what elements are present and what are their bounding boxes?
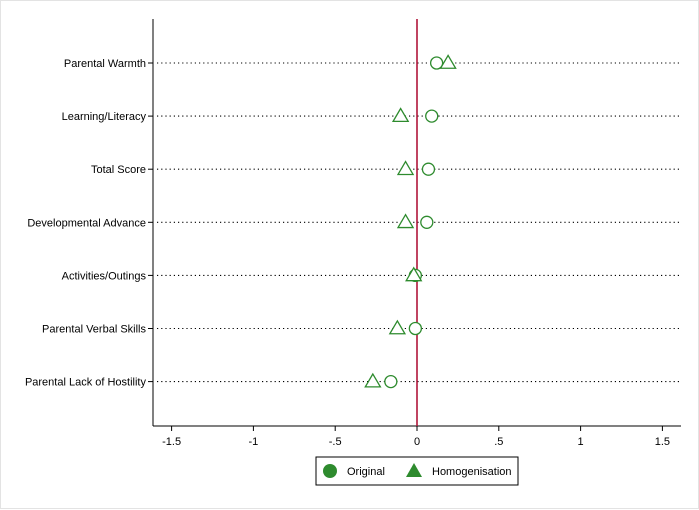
category-label: Parental Warmth <box>64 58 146 70</box>
category-label: Parental Verbal Skills <box>42 324 146 336</box>
category-label: Developmental Advance <box>27 217 146 229</box>
x-tick-label: 0 <box>414 436 420 448</box>
data-markers <box>364 54 457 389</box>
x-tick-label: -.5 <box>329 436 342 448</box>
x-tick-label: .5 <box>494 436 503 448</box>
original-marker <box>425 109 439 123</box>
legend-label: Original <box>347 466 385 478</box>
legend: Original Homogenisation <box>315 456 519 486</box>
original-marker <box>421 162 436 176</box>
x-tick-label: 1.5 <box>655 436 670 448</box>
legend-label: Homogenisation <box>432 466 512 478</box>
homogenisation-marker <box>396 213 415 229</box>
category-label: Learning/Literacy <box>62 111 147 123</box>
homogenisation-marker <box>396 160 415 176</box>
x-tick-label: -1.5 <box>162 436 181 448</box>
original-marker <box>408 321 423 336</box>
category-label: Total Score <box>91 164 146 176</box>
legend-circle-symbol <box>323 464 337 478</box>
x-tick-label: -1 <box>249 436 259 448</box>
x-tick-label: 1 <box>578 436 584 448</box>
homogenisation-marker <box>405 266 423 282</box>
homogenisation-marker <box>364 372 382 388</box>
legend-triangle-symbol <box>406 463 422 477</box>
x-axis-ticks: -1.5 -1 -.5 0 .5 1 1.5 <box>162 426 670 448</box>
original-marker <box>420 215 434 229</box>
homogenisation-marker <box>439 54 457 69</box>
original-marker <box>384 374 398 389</box>
homogenisation-marker <box>391 107 410 123</box>
original-marker <box>429 56 444 70</box>
category-label: Parental Lack of Hostility <box>25 377 147 389</box>
homogenisation-marker <box>388 319 407 335</box>
category-label: Activities/Outings <box>62 270 147 282</box>
category-labels: Parental Warmth Learning/Literacy Total Sc… <box>25 58 147 389</box>
